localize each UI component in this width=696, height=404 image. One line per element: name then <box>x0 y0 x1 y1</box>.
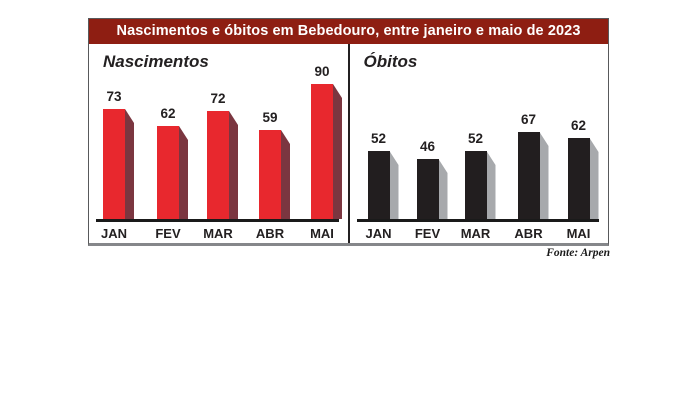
panel-title-obitos: Óbitos <box>363 52 418 71</box>
x-axis-label: MAI <box>566 226 591 241</box>
bar-value-label: 72 <box>210 91 226 106</box>
bar-mai <box>311 84 342 219</box>
bar-abr <box>517 132 549 219</box>
bar-mar <box>207 111 238 219</box>
x-axis-label: MAR <box>460 226 491 241</box>
x-axis-label: JAN <box>100 226 128 241</box>
bar-value-label: 62 <box>160 106 176 121</box>
bar-side-shadow <box>333 84 342 219</box>
chart-panels: Nascimentos 73 JAN 62 FEV 72 MAR 59 ABR 90 MAI Ób… <box>89 44 608 243</box>
x-axis-line <box>356 219 599 222</box>
x-axis-label: ABR <box>255 226 285 241</box>
x-axis-label: MAR <box>203 226 233 241</box>
bar-abr <box>259 130 290 219</box>
panel-obitos: Óbitos 52 JAN 46 FEV 52 MAR 67 ABR 62 MAI <box>347 44 609 243</box>
bar-side-shadow <box>589 138 599 219</box>
bar-side-shadow <box>438 159 448 219</box>
x-axis-label: ABR <box>514 226 543 241</box>
bar-value-label: 59 <box>262 110 278 125</box>
panel-nascimentos: Nascimentos 73 JAN 62 FEV 72 MAR 59 ABR 90 MAI <box>89 44 348 243</box>
bar-jan <box>367 151 399 219</box>
bar-side-shadow <box>125 109 134 219</box>
bar-jan <box>103 109 134 219</box>
bar-value-label: 90 <box>314 64 330 79</box>
panel-title-nascimentos: Nascimentos <box>103 52 209 71</box>
bar-side-shadow <box>281 130 290 219</box>
x-axis-label: JAN <box>365 226 392 241</box>
source-note: Fonte: Arpen <box>546 247 610 259</box>
chart-title-bar: Nascimentos e óbitos em Bebedouro, entre… <box>89 19 608 44</box>
bar-side-shadow <box>229 111 238 219</box>
bar-value-label: 52 <box>370 131 387 146</box>
bar-side-shadow <box>486 151 496 219</box>
x-axis-label: MAI <box>310 226 334 241</box>
x-axis-line <box>96 219 339 222</box>
chart-figure: Nascimentos e óbitos em Bebedouro, entre… <box>88 18 609 246</box>
bar-value-label: 46 <box>419 139 436 154</box>
bar-side-shadow <box>389 151 399 219</box>
x-axis-label: FEV <box>414 226 441 241</box>
bar-value-label: 62 <box>570 118 587 133</box>
bar-side-shadow <box>179 126 188 219</box>
bar-value-label: 52 <box>467 131 484 146</box>
bar-value-label: 67 <box>520 112 537 127</box>
bar-side-shadow <box>539 132 549 219</box>
bar-fev <box>416 159 448 219</box>
bar-fev <box>157 126 188 219</box>
x-axis-label: FEV <box>155 226 181 241</box>
bar-mai <box>567 138 599 219</box>
nascimentos-plot: 73 JAN 62 FEV 72 MAR 59 ABR 90 MAI <box>89 44 348 243</box>
obitos-plot: 52 JAN 46 FEV 52 MAR 67 ABR 62 MAI <box>350 44 609 243</box>
bar-value-label: 73 <box>106 89 122 104</box>
bar-mar <box>464 151 496 219</box>
